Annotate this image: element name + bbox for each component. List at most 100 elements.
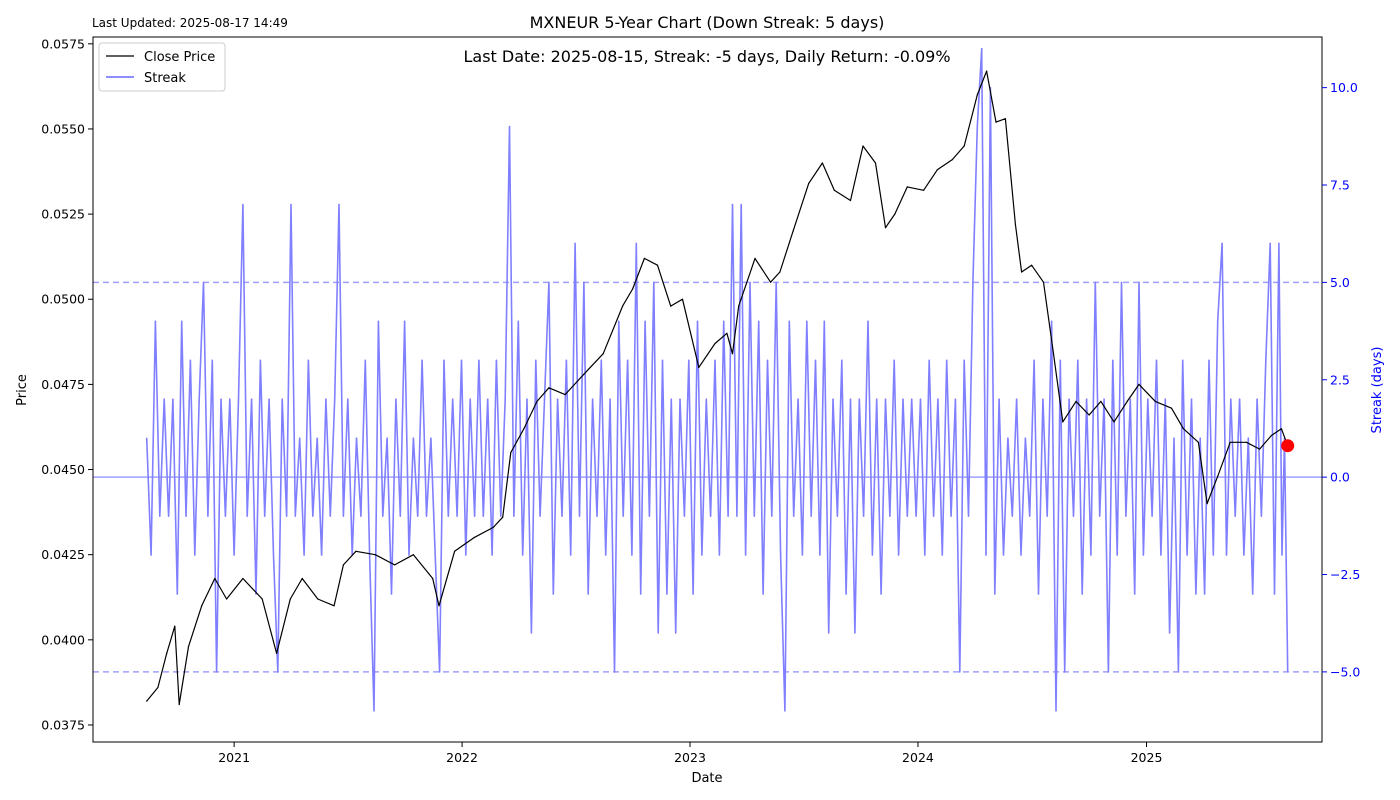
streak-point-189 xyxy=(972,281,974,284)
legend-box xyxy=(98,42,226,92)
streak-point-242 xyxy=(1203,593,1206,595)
streak-point-124 xyxy=(688,359,690,361)
streak-point-173 xyxy=(902,398,904,400)
legend-label-close-price: Close Price xyxy=(144,50,215,65)
streak-point-202 xyxy=(1029,515,1031,517)
close-price-point-52 xyxy=(849,199,852,202)
streak-point-132 xyxy=(723,320,725,322)
streak-point-102 xyxy=(591,398,594,400)
streak-point-158 xyxy=(836,515,839,517)
close-price-point-62 xyxy=(976,94,978,96)
close-price-point-58 xyxy=(923,189,925,191)
close-price-point-29 xyxy=(536,400,538,402)
close-price-point-2 xyxy=(166,652,168,655)
streak-point-45 xyxy=(342,515,345,517)
streak-point-40 xyxy=(320,554,323,556)
streak-point-240 xyxy=(1195,593,1197,595)
streak-point-97 xyxy=(570,554,572,556)
streak-point-178 xyxy=(924,554,926,556)
streak-point-9 xyxy=(185,515,187,517)
streak-point-157 xyxy=(832,398,834,400)
streak-point-259 xyxy=(1278,242,1280,245)
streak-point-227 xyxy=(1138,281,1140,284)
streak-point-208 xyxy=(1055,710,1057,712)
streak-point-82 xyxy=(504,398,506,400)
streak-point-72 xyxy=(460,359,463,361)
streak-point-11 xyxy=(194,554,196,556)
streak-point-217 xyxy=(1094,281,1097,284)
close-price-point-49 xyxy=(808,182,810,184)
y2-tick-label-5: 7.5 xyxy=(1330,178,1350,193)
streak-point-68 xyxy=(443,359,445,361)
streak-point-218 xyxy=(1099,515,1101,517)
y2-tick-label-3: 2.5 xyxy=(1330,372,1350,387)
close-price-point-72 xyxy=(1075,400,1077,402)
close-price-point-38 xyxy=(670,305,672,307)
close-price-point-73 xyxy=(1088,414,1090,416)
close-price-point-54 xyxy=(874,162,877,164)
close-price-point-71 xyxy=(1062,421,1064,423)
close-price-point-37 xyxy=(656,264,659,266)
close-price-point-47 xyxy=(779,271,781,273)
streak-point-89 xyxy=(535,359,537,361)
streak-point-168 xyxy=(880,593,882,595)
streak-point-142 xyxy=(766,359,769,361)
streak-point-90 xyxy=(539,515,541,517)
streak-point-70 xyxy=(452,398,454,400)
streak-point-134 xyxy=(731,203,734,206)
close-price-point-31 xyxy=(564,394,566,396)
streak-point-174 xyxy=(906,515,908,517)
streak-point-49 xyxy=(360,515,362,517)
close-price-point-23 xyxy=(454,550,456,552)
x-tick-label-4: 2025 xyxy=(1131,750,1163,765)
streak-point-160 xyxy=(845,593,847,595)
streak-point-191 xyxy=(981,48,983,50)
last-updated-text: Last Updated: 2025-08-17 14:49 xyxy=(92,16,288,30)
streak-point-250 xyxy=(1238,398,1241,400)
streak-point-69 xyxy=(447,515,449,517)
streak-point-200 xyxy=(1020,554,1022,556)
streak-point-140 xyxy=(758,320,760,322)
streak-point-245 xyxy=(1217,320,1219,322)
close-price-point-43 xyxy=(731,353,734,355)
streak-point-67 xyxy=(438,671,441,673)
close-price-point-48 xyxy=(792,230,794,232)
y2-tick-label-4: 5.0 xyxy=(1330,275,1350,290)
close-price-point-34 xyxy=(622,305,624,307)
streak-point-44 xyxy=(338,203,340,206)
close-price-point-30 xyxy=(548,387,550,389)
streak-point-234 xyxy=(1168,632,1171,634)
streak-point-59 xyxy=(403,320,406,322)
streak-point-186 xyxy=(959,671,961,673)
streak-point-133 xyxy=(727,515,729,517)
streak-point-54 xyxy=(382,515,384,517)
streak-point-141 xyxy=(762,593,764,595)
close-price-point-76 xyxy=(1126,400,1128,402)
streak-point-185 xyxy=(954,398,957,400)
close-price-point-33 xyxy=(602,353,604,355)
streak-point-243 xyxy=(1208,359,1210,361)
streak-point-246 xyxy=(1221,242,1223,245)
streak-point-87 xyxy=(526,398,528,400)
close-price-point-65 xyxy=(1004,118,1007,120)
close-price-point-16 xyxy=(342,564,344,566)
streak-point-117 xyxy=(657,632,659,634)
chart-subtitle: Last Date: 2025-08-15, Streak: -5 days, … xyxy=(463,47,950,66)
streak-point-204 xyxy=(1037,593,1040,595)
streak-point-197 xyxy=(1007,437,1009,439)
streak-point-175 xyxy=(911,398,913,400)
streak-point-223 xyxy=(1120,281,1123,284)
streak-point-236 xyxy=(1177,671,1180,673)
close-price-point-81 xyxy=(1197,441,1199,443)
streak-point-52 xyxy=(373,710,375,712)
streak-point-7 xyxy=(176,593,178,595)
close-price-point-78 xyxy=(1154,400,1156,402)
y2-tick-label-6: 10.0 xyxy=(1330,80,1358,95)
streak-point-94 xyxy=(556,398,559,400)
streak-point-31 xyxy=(281,398,283,400)
streak-point-108 xyxy=(618,320,620,322)
close-price-point-26 xyxy=(502,516,504,518)
close-price-point-41 xyxy=(714,342,716,345)
close-price-point-39 xyxy=(681,298,684,300)
